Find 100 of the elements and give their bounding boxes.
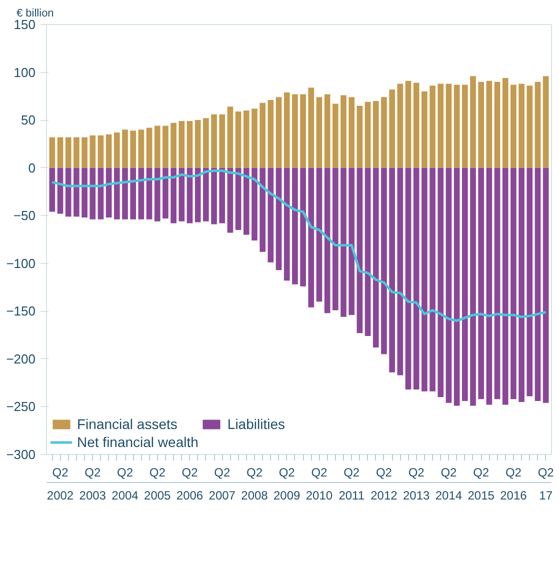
category-label: Q2 17	[538, 466, 554, 502]
bar	[122, 168, 128, 220]
bar	[397, 168, 404, 376]
bar	[316, 97, 322, 168]
bar	[227, 106, 234, 168]
bar	[422, 91, 428, 168]
category-label: Q2 2013	[403, 466, 430, 502]
bar	[534, 168, 541, 401]
bar	[130, 168, 136, 220]
bar	[462, 84, 468, 168]
bar	[542, 168, 549, 403]
bar	[227, 168, 234, 233]
bar	[170, 122, 176, 168]
bar	[260, 168, 266, 252]
bar	[74, 168, 80, 217]
bar	[478, 82, 484, 168]
y-tick-label: 0	[28, 160, 36, 176]
bar	[486, 80, 492, 168]
category-label: Q2 2014	[435, 466, 462, 502]
bar	[364, 102, 371, 168]
category-label: Q2 2006	[176, 466, 204, 502]
bar	[178, 121, 185, 168]
bar	[356, 106, 363, 168]
bar	[422, 168, 428, 392]
bar	[235, 111, 242, 168]
bar	[372, 168, 379, 348]
bar	[194, 168, 201, 222]
category-label: Q2 2009	[274, 466, 300, 502]
y-tick-label: 150	[14, 17, 36, 32]
category-label: Q2 2003	[79, 466, 106, 502]
bar	[308, 88, 314, 168]
bar	[494, 168, 500, 400]
bar	[82, 137, 88, 168]
bar	[397, 84, 404, 168]
bar	[49, 168, 56, 212]
bar	[324, 94, 330, 168]
bar	[308, 168, 314, 308]
y-tick-label: −100	[6, 256, 36, 271]
bar	[243, 168, 250, 235]
bar	[211, 114, 217, 168]
bar	[430, 168, 436, 392]
bar	[65, 168, 72, 217]
bar	[364, 168, 371, 336]
bar	[162, 126, 168, 168]
bar	[82, 168, 88, 218]
bar	[405, 80, 412, 168]
category-label: Q2 2016	[500, 466, 527, 502]
bar	[494, 82, 500, 168]
legend-label: Liabilities	[227, 416, 285, 432]
bar	[356, 168, 363, 334]
bar	[438, 168, 444, 398]
bar	[252, 168, 258, 240]
bar	[486, 168, 492, 405]
bar	[98, 168, 104, 220]
bar	[90, 168, 96, 220]
legend-label: Net financial wealth	[77, 434, 198, 450]
bar	[57, 137, 64, 168]
bar	[194, 120, 201, 168]
bar	[186, 168, 193, 224]
y-tick-label: −250	[6, 399, 36, 414]
bar	[502, 78, 508, 168]
bar	[372, 100, 379, 168]
category-label: Q2 2007	[208, 466, 236, 502]
y-tick-label: −300	[6, 447, 36, 462]
bar	[518, 168, 524, 402]
bar	[510, 168, 516, 400]
category-label: Q2 2011	[338, 466, 365, 502]
bar	[138, 130, 144, 168]
bar	[348, 97, 355, 168]
category-label: Q2 2005	[144, 466, 171, 502]
bar	[542, 76, 549, 168]
category-label: Q2 2008	[241, 466, 268, 502]
category-label: Q2 2004	[112, 466, 138, 502]
bar	[154, 168, 160, 222]
bar	[154, 126, 160, 168]
bar	[219, 114, 226, 168]
bar	[446, 84, 452, 168]
bar	[340, 168, 346, 317]
bar	[292, 168, 298, 284]
bar	[49, 137, 56, 168]
bar	[332, 168, 338, 310]
bar	[268, 100, 274, 168]
bar	[462, 168, 468, 401]
category-label: Q2 2002	[46, 466, 74, 502]
bar	[186, 121, 193, 168]
bar	[478, 168, 484, 400]
bar	[252, 108, 258, 168]
bar	[203, 118, 209, 168]
category-label: Q2 2015	[468, 466, 494, 502]
bar	[90, 135, 96, 168]
bar	[178, 168, 185, 222]
bar	[389, 168, 395, 372]
bar	[74, 137, 80, 168]
bar	[526, 168, 533, 396]
bar	[332, 104, 338, 168]
bar	[106, 134, 112, 168]
bar	[526, 86, 533, 168]
bar	[162, 168, 168, 218]
bar	[446, 168, 452, 403]
bar	[430, 86, 436, 168]
